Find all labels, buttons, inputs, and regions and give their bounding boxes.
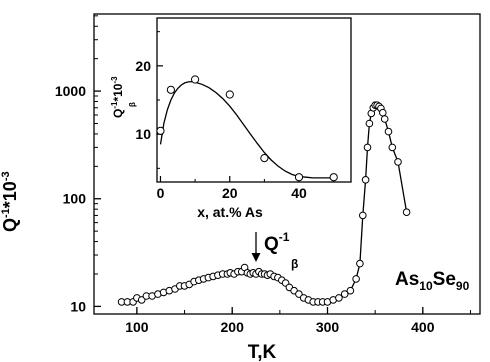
q-beta-label-sub: β [291,257,298,271]
inset-y-tick-label: 10 [135,126,151,142]
inset-x-axis-label: x, at.% As [197,204,263,220]
main-y-label-q: Q [0,218,20,232]
main-y-axis-label: Q-1*10-3 [0,171,20,232]
main-data-point [394,158,402,166]
main-y-tick-label: 10 [70,298,86,314]
composition-label: As10Se90 [395,269,470,293]
inset-y-tick-label: 20 [135,58,151,74]
main-data-point [402,208,411,216]
main-data-point [363,143,372,152]
main-data-points [117,101,411,306]
inset-data-point [191,75,200,84]
composition-as: As [395,269,419,290]
main-data-point [356,259,364,268]
main-data-point [388,143,397,152]
inset-data-points [156,75,338,182]
main-y-tick-label: 100 [63,191,87,207]
inset-data-point [294,173,304,182]
inset-y-axis-label: Q-1*10-3 [110,76,125,118]
main-y-label-suffix-sup: -3 [0,171,12,181]
inset-y-label-sub: β [128,102,137,107]
inset-x-tick-label: 20 [222,185,238,201]
inset-tick-labels: 0 20 40 10 20 [135,58,307,201]
main-data-point [335,294,343,302]
main-ticks [94,15,471,314]
inset-data-point [166,85,175,94]
q-beta-label-sup: -1 [279,230,290,244]
main-data-point [295,290,303,298]
q-beta-label-q: Q [264,234,279,255]
inset-data-point [329,173,338,182]
composition-se: Se [433,269,456,290]
main-x-tick-label: 300 [316,319,340,335]
main-data-point [346,286,355,295]
q-beta-arrow-head-icon [251,253,261,262]
main-data-point [380,115,389,123]
inset-y-label-suffix-sup: -3 [110,76,119,84]
main-y-label-suffix: *10 [0,181,20,208]
inset-y-label-q: Q [111,109,125,118]
inset-plot: 0 20 40 10 20 Q-1*10-3 β x, at.% As [110,17,352,220]
inset-background [157,18,351,182]
main-plot-frame [93,13,481,315]
main-data-point [384,127,393,136]
inset-y-label-suffix: *10 [111,83,125,101]
main-data-point [361,176,370,184]
main-data-point [352,275,360,283]
main-data-point [365,119,374,128]
inset-data-point [156,126,165,135]
main-x-tick-label: 200 [221,319,245,335]
inset-x-tick-label: 0 [157,185,165,201]
main-x-tick-label: 100 [125,319,149,335]
inset-x-tick-label: 40 [291,185,307,201]
main-data-point [379,108,387,117]
inset-y-label-sup: -1 [110,101,119,109]
main-data-point [359,211,367,220]
main-y-label-sup: -1 [0,208,12,218]
inset-data-point [260,154,269,163]
q-beta-annotation: Q-1 β [251,230,298,271]
main-x-tick-label: 400 [411,319,435,335]
main-y-tick-label: 1000 [55,83,86,99]
q-beta-label: Q-1 [264,230,290,255]
main-data-point [340,290,349,298]
composition-as-sub: 10 [419,279,433,293]
main-x-axis-label: T,K [248,342,277,362]
composition-se-sub: 90 [456,279,470,293]
inset-data-point [225,90,234,99]
